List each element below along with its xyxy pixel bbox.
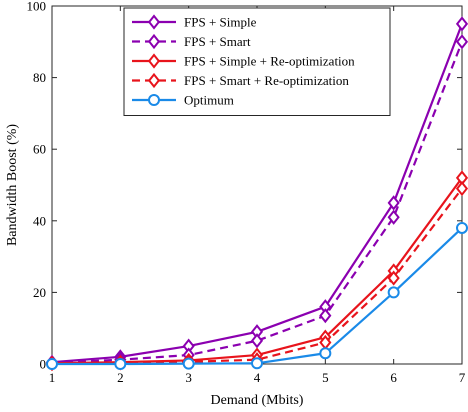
- data-point: [251, 357, 263, 370]
- y-tick-label: 80: [33, 70, 46, 85]
- legend-marker: [147, 53, 161, 69]
- x-axis-label: Demand (Mbits): [211, 393, 304, 408]
- data-point: [456, 221, 468, 234]
- legend-item: FPS + Smart: [132, 33, 251, 50]
- data-point: [46, 358, 58, 370]
- legend-marker: [147, 72, 161, 89]
- data-point: [455, 34, 468, 50]
- x-tick-label: 7: [459, 370, 466, 385]
- legend-marker: [148, 94, 160, 106]
- y-tick-label: 20: [33, 285, 46, 300]
- legend-item: FPS + Simple: [132, 14, 257, 30]
- data-point: [455, 180, 468, 197]
- data-point: [182, 357, 195, 370]
- series-layer: [45, 16, 468, 372]
- y-tick-label: 40: [33, 213, 46, 228]
- legend-label: FPS + Smart + Re-optimization: [184, 73, 349, 88]
- y-tick-label: 100: [27, 0, 47, 14]
- data-point: [250, 333, 264, 349]
- legend-label: FPS + Simple + Re-optimization: [184, 54, 355, 69]
- series-5: [46, 221, 468, 370]
- legend-marker: [147, 14, 161, 30]
- legend-item: FPS + Simple + Re-optimization: [132, 53, 355, 69]
- data-point: [114, 358, 127, 370]
- x-tick-label: 3: [185, 370, 192, 385]
- legend: FPS + Simple FPS + Smart FPS + Simple + Re…: [123, 7, 391, 116]
- data-point: [387, 195, 400, 211]
- y-tick-label: 0: [40, 357, 47, 372]
- x-tick-label: 4: [254, 370, 261, 385]
- legend-label: FPS + Smart: [184, 34, 251, 49]
- data-point: [387, 209, 400, 225]
- y-tick-label: 60: [33, 142, 46, 157]
- legend-marker: [147, 33, 161, 50]
- data-point: [387, 270, 400, 286]
- data-point: [319, 347, 332, 360]
- data-point: [387, 286, 400, 299]
- y-axis-label: Bandwidth Boost (%): [5, 124, 20, 246]
- legend-item: Optimum: [132, 93, 234, 108]
- legend-item: FPS + Smart + Re-optimization: [132, 72, 349, 89]
- legend-label: Optimum: [184, 93, 234, 108]
- data-point: [455, 16, 468, 32]
- data-point: [319, 308, 332, 324]
- x-tick-label: 6: [390, 370, 397, 385]
- x-tick-label: 1: [49, 370, 56, 385]
- x-tick-label: 5: [322, 370, 329, 385]
- legend-label: FPS + Simple: [184, 15, 257, 30]
- x-tick-label: 2: [117, 370, 124, 385]
